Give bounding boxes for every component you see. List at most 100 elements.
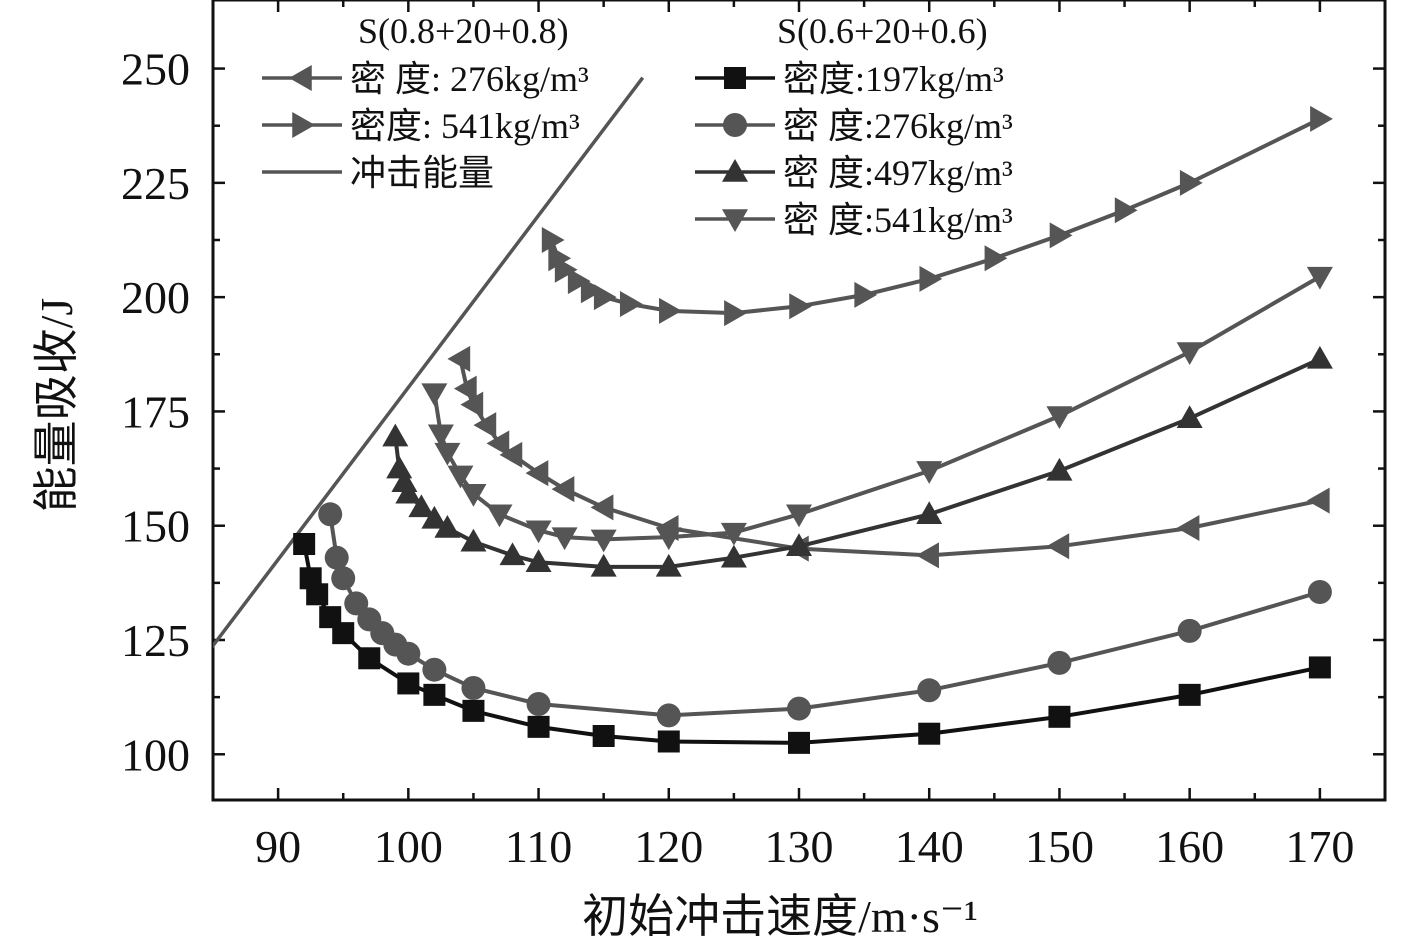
data-point: [551, 527, 578, 551]
data-point: [318, 502, 343, 527]
data-point: [1179, 169, 1203, 196]
data-point: [551, 476, 575, 503]
data-point: [984, 245, 1008, 272]
data-point: [590, 529, 617, 553]
data-point: [1307, 580, 1332, 604]
data-point: [460, 391, 484, 418]
data-point: [1176, 515, 1200, 541]
y-tick-label: 250: [121, 44, 190, 95]
data-point: [916, 461, 943, 484]
data-point: [293, 533, 316, 555]
data-point: [919, 265, 943, 292]
data-point: [395, 480, 422, 504]
data-point: [1114, 197, 1138, 224]
data-point: [590, 494, 614, 521]
legend-label: 密度: 541kg/m³: [350, 106, 580, 146]
legend-header: S(0.8+20+0.8): [358, 11, 569, 51]
data-point: [1306, 266, 1333, 290]
data-point: [423, 683, 446, 706]
data-point: [460, 483, 487, 507]
data-point: [386, 455, 413, 479]
data-point: [397, 672, 420, 695]
data-point: [447, 465, 474, 489]
x-tick-label: 130: [765, 821, 834, 872]
data-point: [422, 657, 447, 682]
series-5: [421, 266, 1333, 553]
legend-label: 密 度: 276kg/m³: [350, 59, 589, 99]
legend-label: 冲击能量: [350, 153, 494, 193]
data-point: [453, 375, 477, 402]
data-point: [358, 647, 381, 670]
x-tick-label: 90: [255, 821, 301, 872]
data-point: [499, 542, 526, 566]
data-point: [525, 549, 552, 573]
y-tick-label: 175: [121, 386, 190, 437]
x-tick-label: 150: [1025, 821, 1094, 872]
x-tick-label: 170: [1285, 821, 1354, 872]
data-point: [461, 676, 486, 700]
data-point: [580, 277, 604, 304]
series-line: [302, 543, 1321, 745]
data-point: [427, 424, 454, 448]
data-point: [789, 293, 812, 320]
legend-label: 密度:197kg/m³: [783, 59, 1004, 99]
data-point: [590, 553, 617, 577]
series-line: [393, 357, 1321, 569]
data-point: [421, 383, 448, 407]
data-point: [548, 245, 572, 272]
legend-swatch-marker: [724, 67, 746, 89]
data-point: [382, 423, 409, 447]
plot-area: [213, 76, 1333, 754]
data-point: [460, 528, 487, 552]
y-tick-label: 100: [121, 729, 190, 780]
y-tick-label: 150: [121, 501, 190, 552]
y-axis-title: 能量吸收/J: [31, 298, 82, 513]
x-tick-label: 140: [895, 821, 964, 872]
data-point: [720, 544, 747, 568]
series-1: [541, 105, 1333, 327]
legend-header: S(0.6+20+0.6): [777, 11, 988, 51]
data-point: [1308, 656, 1331, 679]
data-point: [324, 545, 349, 570]
data-point: [720, 522, 747, 546]
data-point: [421, 505, 448, 529]
x-tick-label: 120: [634, 821, 703, 872]
data-point: [408, 494, 435, 518]
series-2: [293, 533, 1331, 754]
data-point: [1306, 487, 1330, 514]
data-point: [1048, 705, 1071, 728]
data-point: [499, 441, 523, 468]
data-point: [787, 696, 811, 721]
x-tick-label: 160: [1155, 821, 1224, 872]
x-axis-title: 初始冲击速度/m·s⁻¹: [582, 891, 978, 942]
data-point: [916, 542, 939, 569]
data-point: [525, 520, 552, 544]
data-point: [1176, 342, 1203, 365]
legend-label: 密 度:276kg/m³: [783, 106, 1013, 146]
data-point: [447, 345, 471, 372]
data-point: [527, 715, 550, 738]
data-point: [1178, 683, 1201, 706]
data-point: [657, 730, 680, 753]
x-tick-label: 110: [505, 821, 572, 872]
data-point: [656, 703, 681, 728]
legend: S(0.8+20+0.8) 密 度: 276kg/m³ 密度: 541kg/m³ 冲击…: [262, 11, 1013, 240]
data-point: [724, 300, 747, 327]
data-point: [332, 622, 355, 645]
series-4: [382, 345, 1333, 577]
data-point: [917, 678, 942, 703]
series-3: [318, 502, 1332, 728]
data-point: [1176, 405, 1203, 429]
data-point: [918, 722, 941, 745]
data-point: [854, 281, 878, 308]
legend-swatch-marker: [292, 112, 315, 138]
y-tick-label: 125: [121, 615, 190, 666]
data-point: [1310, 105, 1333, 132]
data-point: [593, 284, 617, 311]
data-point: [916, 501, 943, 525]
axes: 90 100 110 120 130 140 150 160 170 100 125 150 175 20…: [121, 0, 1387, 872]
series-line: [432, 274, 1321, 542]
data-point: [541, 227, 565, 253]
data-point: [1306, 345, 1333, 369]
